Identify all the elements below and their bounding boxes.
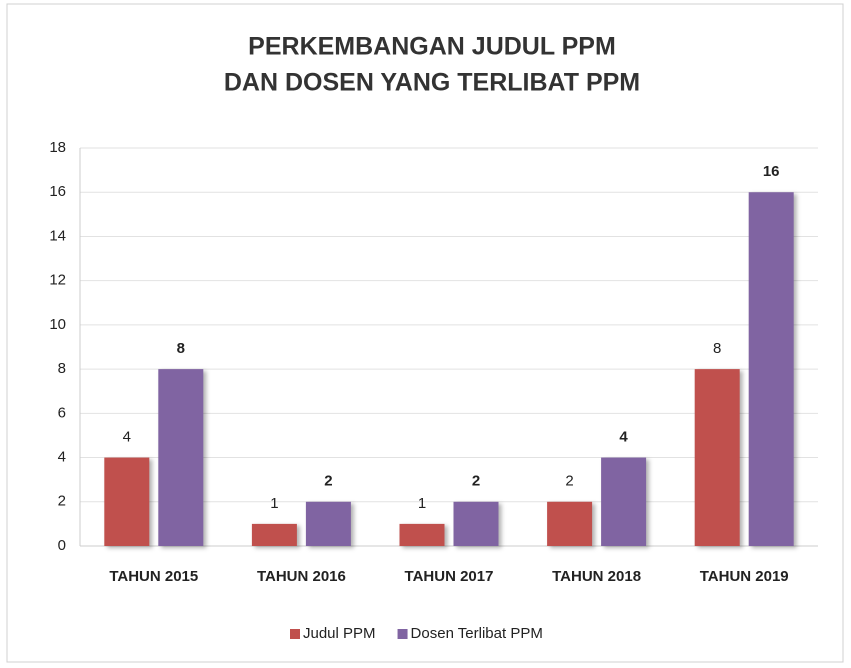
data-label: 4: [619, 429, 628, 446]
data-label: 16: [763, 163, 780, 180]
bar: [104, 457, 150, 546]
bar: [305, 501, 351, 546]
legend-label: Dosen Terlibat PPM: [411, 625, 543, 642]
x-tick-label: TAHUN 2015: [109, 568, 198, 585]
y-tick-label: 0: [58, 537, 66, 554]
bar: [158, 369, 204, 546]
data-label: 2: [565, 473, 573, 490]
y-tick-label: 16: [49, 183, 66, 200]
x-tick-label: TAHUN 2019: [700, 568, 789, 585]
bar: [748, 192, 794, 546]
chart-frame: [6, 3, 844, 663]
chart-title: DAN DOSEN YANG TERLIBAT PPM: [224, 69, 640, 97]
data-label: 4: [123, 429, 131, 446]
y-tick-label: 12: [49, 272, 66, 289]
bar: [251, 523, 297, 546]
data-label: 2: [472, 473, 480, 490]
legend-swatch: [290, 629, 300, 639]
x-tick-label: TAHUN 2018: [552, 568, 641, 585]
legend-swatch: [397, 629, 408, 639]
x-tick-label: TAHUN 2017: [405, 568, 494, 585]
y-tick-label: 10: [49, 316, 66, 333]
x-tick-label: TAHUN 2016: [257, 568, 346, 585]
data-label: 8: [713, 340, 721, 357]
bar: [601, 457, 647, 546]
y-tick-label: 4: [58, 449, 66, 466]
y-tick-label: 8: [58, 360, 66, 377]
bar: [399, 523, 445, 546]
y-tick-label: 14: [49, 227, 66, 244]
legend-label: Judul PPM: [303, 625, 376, 642]
bar: [547, 501, 593, 546]
bar: [694, 369, 740, 546]
y-tick-label: 6: [58, 404, 66, 421]
data-label: 1: [270, 495, 278, 512]
data-label: 2: [324, 473, 332, 490]
data-label: 1: [418, 495, 426, 512]
data-label: 8: [177, 340, 185, 357]
y-tick-label: 2: [58, 493, 66, 510]
y-tick-label: 18: [49, 139, 66, 156]
chart-title: PERKEMBANGAN JUDUL PPM: [248, 33, 616, 61]
bar: [453, 501, 499, 546]
